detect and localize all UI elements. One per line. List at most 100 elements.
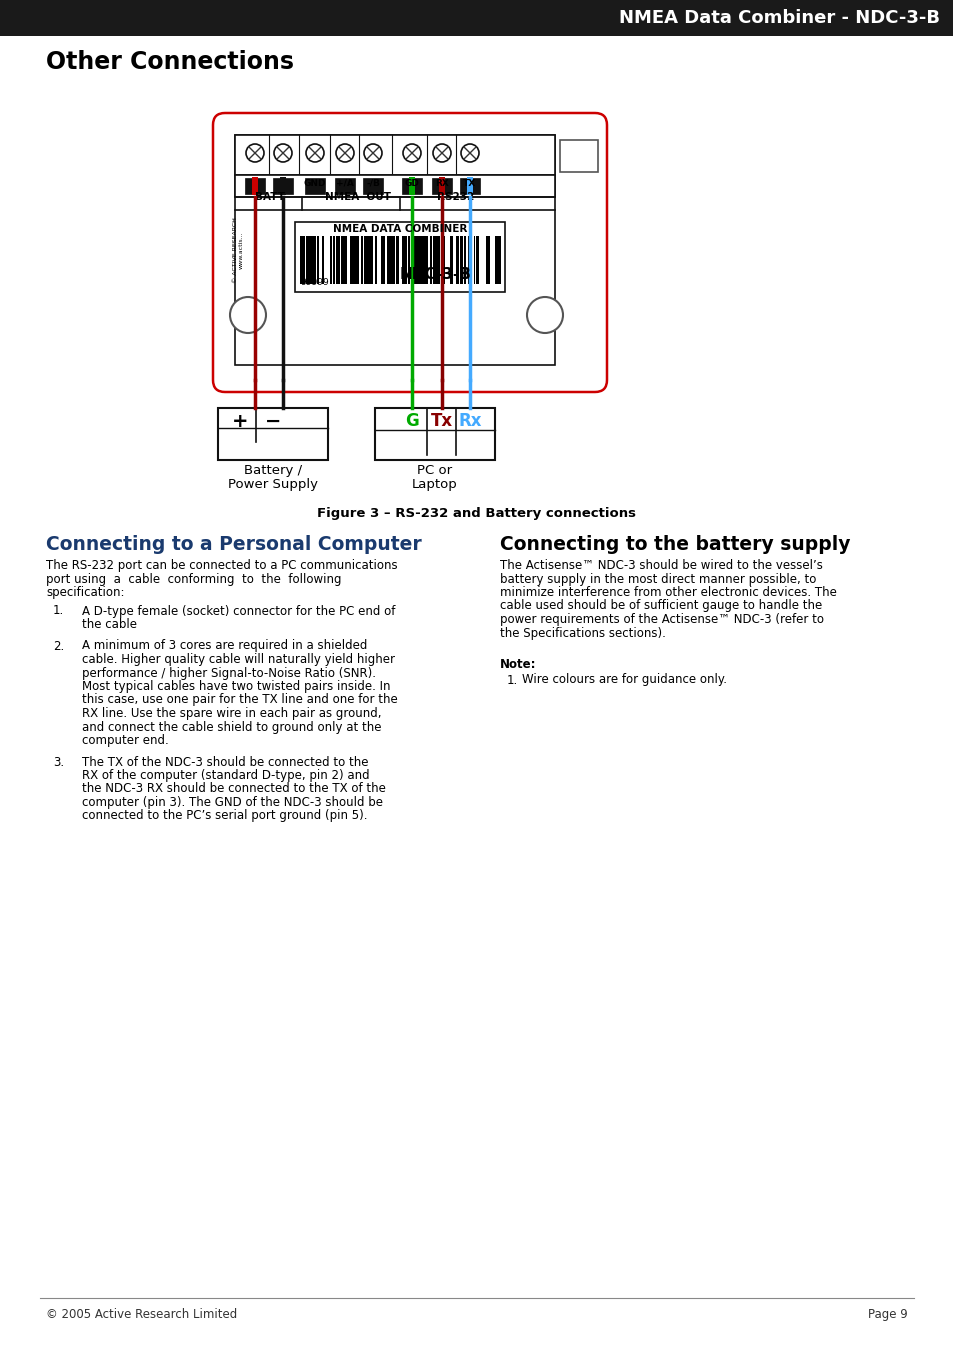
Bar	[389, 236, 392, 284]
Circle shape	[526, 297, 562, 333]
Bar	[374, 236, 375, 284]
Bar	[471, 236, 472, 284]
Text: RX of the computer (standard D-type, pin 2) and: RX of the computer (standard D-type, pin…	[82, 769, 369, 782]
Text: computer (pin 3). The GND of the NDC-3 should be: computer (pin 3). The GND of the NDC-3 s…	[82, 796, 382, 809]
Bar	[458, 236, 459, 284]
Bar	[456, 236, 458, 284]
Bar	[373, 236, 374, 284]
Bar	[245, 178, 265, 194]
Text: A minimum of 3 cores are required in a shielded: A minimum of 3 cores are required in a s…	[82, 640, 367, 652]
Bar	[347, 236, 349, 284]
Bar	[234, 176, 555, 197]
Bar	[464, 236, 465, 284]
Bar	[444, 236, 448, 284]
Bar	[438, 236, 439, 284]
Text: A D-type female (socket) connector for the PC end of: A D-type female (socket) connector for t…	[82, 605, 395, 617]
Bar	[294, 221, 504, 292]
Text: TX: TX	[463, 180, 476, 188]
Bar	[468, 236, 469, 284]
Bar	[415, 236, 417, 284]
Bar	[442, 236, 444, 284]
Bar	[440, 236, 441, 284]
Circle shape	[274, 144, 292, 162]
Text: the Specifications sections).: the Specifications sections).	[499, 626, 665, 640]
Text: Most typical cables have two twisted pairs inside. In: Most typical cables have two twisted pai…	[82, 680, 390, 693]
Bar	[305, 236, 306, 284]
Bar	[329, 236, 330, 284]
Text: 3.: 3.	[52, 756, 64, 768]
Bar	[387, 236, 389, 284]
Bar	[377, 236, 380, 284]
Text: this case, use one pair for the TX line and one for the: this case, use one pair for the TX line …	[82, 694, 397, 706]
Bar	[340, 236, 341, 284]
Text: The RS-232 port can be connected to a PC communications: The RS-232 port can be connected to a PC…	[46, 559, 397, 572]
Bar	[463, 236, 464, 284]
Bar	[488, 236, 489, 284]
Bar	[409, 177, 415, 194]
Bar	[335, 236, 338, 284]
Text: Connecting to the battery supply: Connecting to the battery supply	[499, 535, 850, 554]
Bar	[469, 236, 471, 284]
Bar	[436, 236, 438, 284]
Bar	[339, 236, 340, 284]
Text: Page 9: Page 9	[867, 1308, 907, 1322]
Bar	[411, 236, 412, 284]
Bar	[489, 236, 490, 284]
Bar	[375, 408, 495, 460]
Text: The TX of the NDC-3 should be connected to the: The TX of the NDC-3 should be connected …	[82, 756, 368, 768]
Bar	[330, 236, 332, 284]
Bar	[305, 178, 325, 194]
Bar	[364, 236, 367, 284]
Bar	[234, 135, 555, 176]
Bar	[479, 236, 482, 284]
Text: −: −	[265, 412, 281, 431]
Text: 1.: 1.	[52, 605, 64, 617]
Text: Wire colours are for guidance only.: Wire colours are for guidance only.	[521, 674, 726, 687]
Bar	[405, 236, 407, 284]
Bar	[324, 236, 325, 284]
Bar	[476, 236, 478, 284]
Bar	[407, 236, 408, 284]
Text: cable used should be of sufficient gauge to handle the: cable used should be of sufficient gauge…	[499, 599, 821, 613]
Bar	[493, 236, 495, 284]
Bar	[338, 236, 339, 284]
Bar	[459, 236, 462, 284]
Bar	[428, 236, 430, 284]
Bar	[559, 140, 598, 171]
Text: specification:: specification:	[46, 586, 125, 599]
Text: RX line. Use the spare wire in each pair as ground,: RX line. Use the spare wire in each pair…	[82, 707, 381, 720]
Bar	[412, 236, 415, 284]
Bar	[315, 236, 316, 284]
Bar	[385, 236, 387, 284]
Bar	[438, 177, 444, 194]
Text: the NDC-3 RX should be connected to the TX of the: the NDC-3 RX should be connected to the …	[82, 783, 385, 795]
Text: The Actisense™ NDC-3 should be wired to the vessel’s: The Actisense™ NDC-3 should be wired to …	[499, 559, 822, 572]
Bar	[280, 177, 286, 194]
Text: the cable: the cable	[82, 618, 137, 630]
Circle shape	[402, 144, 420, 162]
Text: Other Connections: Other Connections	[46, 50, 294, 74]
Bar	[360, 236, 363, 284]
Text: © 2005 Active Research Limited: © 2005 Active Research Limited	[46, 1308, 237, 1322]
Bar	[453, 236, 454, 284]
Circle shape	[433, 144, 451, 162]
Text: NDC-3-B: NDC-3-B	[399, 267, 472, 282]
Bar	[478, 236, 479, 284]
Bar	[498, 236, 500, 284]
Bar	[403, 236, 405, 284]
Bar	[370, 236, 373, 284]
Text: GND: GND	[303, 180, 326, 188]
Text: NMEA Data Combiner - NDC-3-B: NMEA Data Combiner - NDC-3-B	[618, 9, 939, 27]
Bar	[420, 236, 422, 284]
Bar	[369, 236, 370, 284]
Bar	[317, 236, 318, 284]
Text: RX: RX	[435, 180, 449, 188]
Bar	[431, 236, 432, 284]
Bar	[218, 408, 328, 460]
Bar	[474, 236, 475, 284]
Text: Figure 3 – RS-232 and Battery connections: Figure 3 – RS-232 and Battery connection…	[317, 508, 636, 520]
Bar	[302, 236, 304, 284]
Bar	[395, 236, 397, 284]
Circle shape	[246, 144, 264, 162]
Bar	[392, 236, 395, 284]
